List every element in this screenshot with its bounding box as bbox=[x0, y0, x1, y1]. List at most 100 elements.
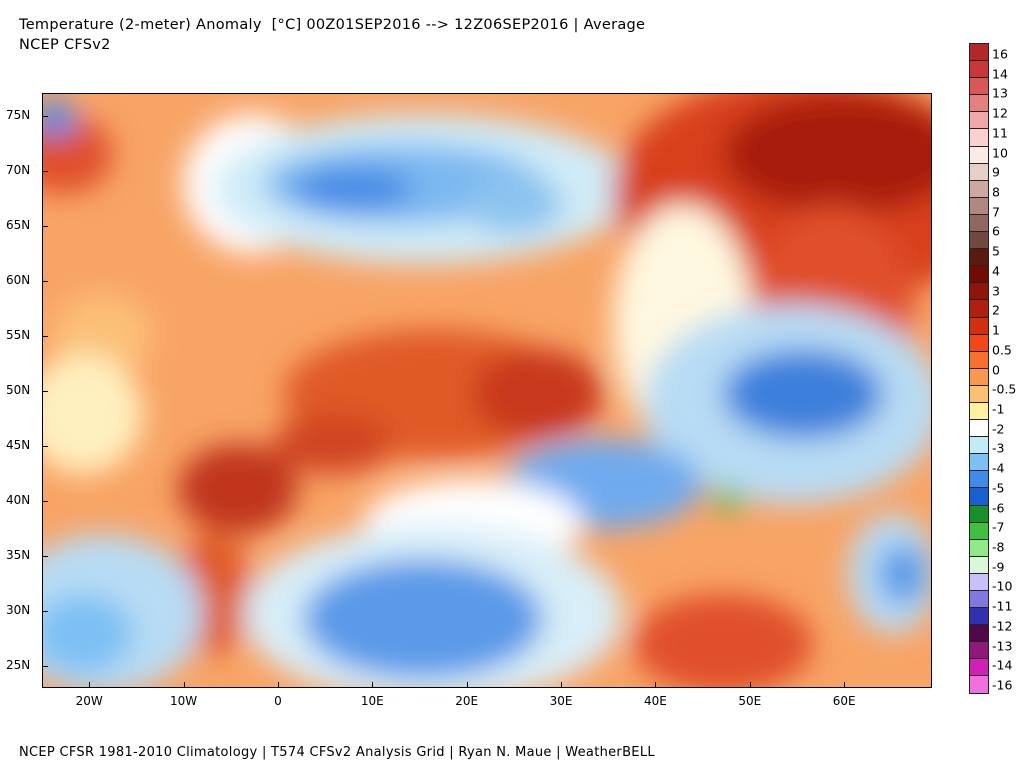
colorbar-swatch bbox=[969, 265, 989, 284]
colorbar-label: -3 bbox=[992, 440, 1005, 456]
lon-tick-label: 60E bbox=[832, 694, 856, 708]
colorbar-label: 0 bbox=[992, 362, 1000, 378]
colorbar-swatch bbox=[969, 641, 989, 660]
colorbar-label: 10 bbox=[992, 145, 1008, 161]
colorbar-label: -6 bbox=[992, 500, 1005, 516]
colorbar-swatch bbox=[969, 521, 989, 540]
chart-title: Temperature (2-meter) Anomaly [°C] 00Z01… bbox=[19, 17, 646, 33]
colorbar-label: 7 bbox=[992, 204, 1000, 220]
colorbar-label: -1 bbox=[992, 401, 1005, 417]
lat-tick-label: 75N bbox=[6, 108, 31, 123]
colorbar-swatch bbox=[969, 94, 989, 113]
lon-tick-label: 20E bbox=[455, 694, 479, 708]
lat-tick-label: 55N bbox=[6, 328, 31, 343]
lon-tick bbox=[89, 682, 91, 688]
colorbar-swatch bbox=[969, 145, 989, 164]
lon-tick bbox=[372, 682, 374, 688]
colorbar-swatch bbox=[969, 128, 989, 147]
colorbar-label: 11 bbox=[992, 125, 1008, 141]
lon-tick bbox=[844, 682, 846, 688]
colorbar-swatch bbox=[969, 367, 989, 386]
lat-tick bbox=[42, 501, 48, 503]
colorbar-label: -10 bbox=[992, 578, 1013, 594]
colorbar-label: 6 bbox=[992, 223, 1000, 239]
colorbar-swatch bbox=[969, 419, 989, 438]
colorbar-swatch bbox=[969, 282, 989, 301]
lat-tick-label: 35N bbox=[6, 548, 31, 563]
lat-tick-label: 30N bbox=[6, 603, 31, 617]
colorbar-swatch bbox=[969, 333, 989, 352]
lat-tick bbox=[42, 336, 48, 338]
colorbar-label: -9 bbox=[992, 559, 1005, 575]
lat-tick bbox=[42, 446, 48, 448]
colorbar-swatch bbox=[969, 350, 989, 369]
lat-tick-label: 40N bbox=[6, 493, 31, 508]
colorbar-label: 2 bbox=[992, 302, 1000, 318]
lon-tick bbox=[749, 682, 751, 688]
colorbar-label: -2 bbox=[992, 421, 1005, 437]
colorbar-swatch bbox=[969, 572, 989, 591]
lon-tick-label: 10W bbox=[169, 694, 198, 708]
colorbar-label: 4 bbox=[992, 263, 1000, 279]
lon-tick-label: 40E bbox=[644, 694, 667, 708]
colorbar-label: -11 bbox=[992, 598, 1013, 614]
colorbar-swatch bbox=[969, 179, 989, 198]
colorbar-swatch bbox=[969, 196, 989, 215]
colorbar-swatch bbox=[969, 384, 989, 403]
lon-tick bbox=[655, 682, 657, 688]
lon-tick-label: 50E bbox=[738, 694, 762, 708]
colorbar-swatch bbox=[969, 607, 989, 626]
colorbar-swatch bbox=[969, 658, 989, 677]
colorbar-swatch bbox=[969, 401, 989, 421]
colorbar-swatch bbox=[969, 316, 989, 335]
colorbar-swatch bbox=[969, 504, 989, 523]
footer-credits: NCEP CFSR 1981-2010 Climatology | T574 C… bbox=[19, 745, 655, 760]
colorbar-label: -12 bbox=[992, 618, 1013, 634]
colorbar bbox=[969, 43, 989, 694]
colorbar-label: 1 bbox=[992, 322, 1000, 338]
colorbar-swatch bbox=[969, 213, 989, 233]
lon-tick-label: 10E bbox=[360, 694, 384, 708]
lon-tick bbox=[183, 682, 185, 688]
lon-tick bbox=[277, 682, 279, 688]
colorbar-swatch bbox=[969, 162, 989, 181]
colorbar-label: 5 bbox=[992, 243, 1000, 259]
colorbar-label: 14 bbox=[992, 66, 1008, 82]
colorbar-swatch bbox=[969, 299, 989, 318]
colorbar-label: -5 bbox=[992, 480, 1005, 496]
lat-tick bbox=[42, 281, 48, 283]
colorbar-swatch bbox=[969, 538, 989, 557]
colorbar-swatch bbox=[969, 436, 989, 455]
colorbar-label: 9 bbox=[992, 164, 1000, 180]
colorbar-swatch bbox=[969, 231, 989, 250]
lon-tick-label: 0 bbox=[274, 694, 282, 708]
colorbar-label: -0.5 bbox=[992, 381, 1017, 397]
colorbar-swatch bbox=[969, 111, 989, 130]
colorbar-swatch bbox=[969, 43, 989, 62]
colorbar-label: -4 bbox=[992, 460, 1005, 476]
colorbar-swatch bbox=[969, 453, 989, 472]
lat-tick-label: 70N bbox=[6, 163, 31, 178]
colorbar-label: 16 bbox=[992, 46, 1008, 62]
colorbar-swatch bbox=[969, 487, 989, 506]
lat-tick bbox=[42, 171, 48, 173]
colorbar-label: -13 bbox=[992, 638, 1013, 654]
lat-tick bbox=[42, 391, 48, 393]
colorbar-swatch bbox=[969, 60, 989, 79]
colorbar-label: 13 bbox=[992, 85, 1008, 101]
colorbar-label: 12 bbox=[992, 105, 1008, 121]
lat-tick bbox=[42, 611, 48, 612]
colorbar-swatch bbox=[969, 77, 989, 96]
colorbar-label: 3 bbox=[992, 283, 1000, 299]
colorbar-swatch bbox=[969, 248, 989, 267]
colorbar-swatch bbox=[969, 675, 989, 694]
colorbar-label: 8 bbox=[992, 184, 1000, 200]
lat-tick-label: 25N bbox=[6, 658, 31, 672]
colorbar-swatch bbox=[969, 624, 989, 643]
anomaly-field bbox=[43, 94, 931, 687]
colorbar-swatch bbox=[969, 590, 989, 609]
colorbar-swatch bbox=[969, 555, 989, 574]
lon-tick-label: 30E bbox=[549, 694, 573, 708]
colorbar-label: -8 bbox=[992, 539, 1005, 555]
